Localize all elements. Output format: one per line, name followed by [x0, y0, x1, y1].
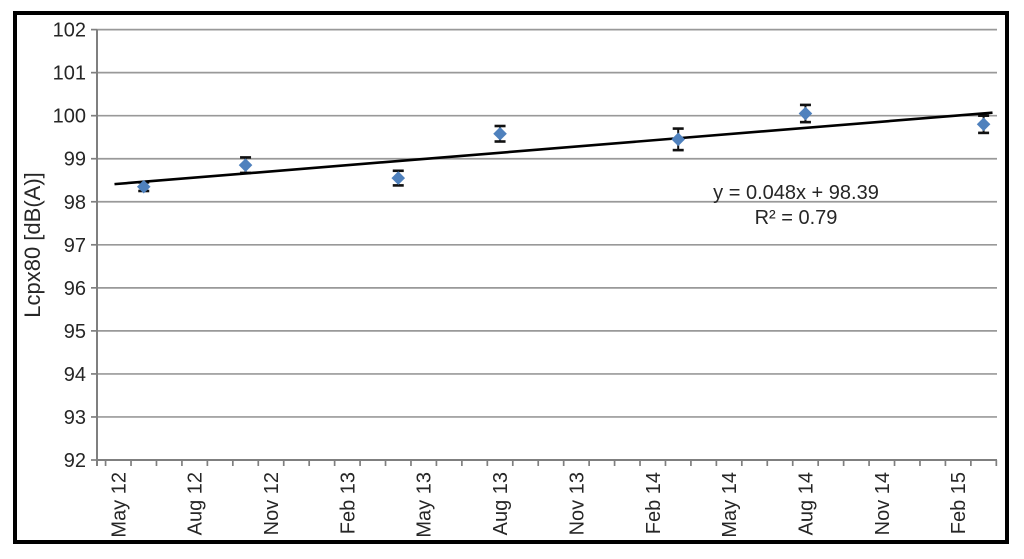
y-tick-label: 94 — [64, 364, 86, 386]
x-tick-label: Aug 12 — [185, 472, 207, 535]
y-tick-label: 100 — [53, 106, 86, 128]
y-tick-label: 99 — [64, 149, 86, 171]
chart-frame — [13, 11, 1009, 544]
x-tick-label: May 14 — [719, 472, 741, 538]
x-tick-label: Feb 15 — [948, 472, 970, 534]
x-tick-label: May 13 — [414, 472, 436, 538]
y-tick-label: 95 — [64, 321, 86, 343]
trendline-annotation: y = 0.048x + 98.39 R² = 0.79 — [660, 181, 932, 231]
x-tick-label: Nov 14 — [872, 472, 894, 535]
x-tick-label: May 12 — [108, 472, 130, 538]
y-tick-label: 98 — [64, 192, 86, 214]
data-point-marker — [798, 106, 813, 121]
trendline-equation: y = 0.048x + 98.39 — [713, 182, 879, 204]
data-point-marker — [976, 117, 991, 132]
y-tick-label: 93 — [64, 407, 86, 429]
data-point-marker — [493, 126, 507, 141]
x-tick-label: Aug 14 — [795, 472, 817, 535]
y-tick-label: 97 — [64, 235, 86, 257]
y-tick-label: 102 — [53, 20, 86, 42]
trendline — [114, 111, 993, 186]
y-tick-label: 96 — [64, 278, 86, 300]
data-point-marker — [136, 179, 151, 194]
y-tick-label: 92 — [64, 450, 86, 472]
data-point-marker — [671, 132, 685, 147]
trendline-r-squared: R² = 0.79 — [754, 207, 838, 229]
y-tick-label: 101 — [53, 63, 86, 85]
x-tick-label: Aug 13 — [490, 472, 512, 535]
y-axis-title: Lcpx80 [dB(A)] — [20, 172, 45, 318]
x-tick-label: Nov 12 — [261, 472, 283, 535]
data-point-marker — [391, 171, 406, 185]
data-point-marker — [238, 158, 253, 172]
x-tick-label: Feb 13 — [337, 472, 359, 534]
x-tick-label: Feb 14 — [643, 472, 665, 534]
x-tick-label: Nov 13 — [566, 472, 588, 535]
